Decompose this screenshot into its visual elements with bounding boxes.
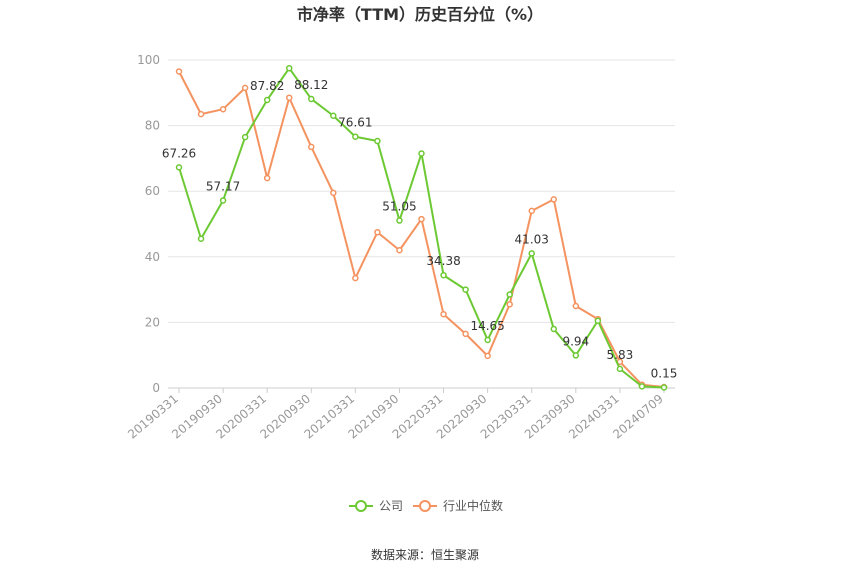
data-point-company[interactable]: [418, 150, 425, 157]
legend-marker-industry: [419, 500, 431, 512]
data-point-company[interactable]: [263, 96, 271, 104]
y-tick-label: 20: [145, 315, 160, 329]
y-tick-label: 100: [137, 53, 160, 67]
data-point-company[interactable]: [572, 352, 580, 359]
data-point-industry[interactable]: [285, 94, 293, 101]
data-label: 88.12: [294, 78, 328, 92]
data-point-company[interactable]: [550, 325, 558, 333]
data-point-company[interactable]: [462, 286, 469, 293]
data-point-company[interactable]: [352, 133, 359, 140]
data-point-company[interactable]: [506, 291, 513, 298]
series-layer: [175, 64, 668, 391]
data-point-company[interactable]: [175, 164, 183, 171]
data-point-industry[interactable]: [506, 301, 513, 308]
data-point-industry[interactable]: [374, 228, 381, 236]
data-point-industry[interactable]: [330, 189, 337, 197]
data-point-company[interactable]: [528, 250, 535, 257]
data-point-company[interactable]: [197, 235, 205, 243]
data-point-industry[interactable]: [308, 143, 315, 151]
data-point-industry[interactable]: [241, 84, 249, 92]
data-label: 57.17: [206, 179, 240, 193]
data-label: 76.61: [338, 116, 372, 130]
data-point-company[interactable]: [396, 217, 403, 224]
data-point-industry[interactable]: [175, 68, 183, 75]
data-label: 51.05: [382, 200, 416, 214]
data-point-company[interactable]: [638, 383, 646, 390]
data-label: 5.83: [607, 348, 634, 362]
data-point-company[interactable]: [594, 317, 602, 325]
data-labels: 67.26 57.17 87.82 88.12 76.61 51.05 34.38 14.65…: [162, 78, 678, 381]
data-point-company[interactable]: [616, 365, 624, 373]
data-label: 0.15: [651, 367, 678, 381]
data-label: 41.03: [515, 232, 549, 246]
data-point-industry[interactable]: [352, 274, 359, 282]
data-point-industry[interactable]: [572, 302, 580, 310]
data-label: 9.94: [562, 334, 589, 348]
source-note: 数据来源：恒生聚源: [371, 547, 479, 562]
grid-lines: [168, 59, 675, 389]
y-tick-label: 80: [145, 119, 160, 133]
data-point-industry[interactable]: [440, 310, 447, 318]
data-point-industry[interactable]: [197, 110, 205, 118]
data-point-company[interactable]: [660, 384, 668, 391]
data-point-industry[interactable]: [462, 330, 469, 338]
data-point-industry[interactable]: [263, 174, 271, 182]
legend-item-industry[interactable]: 行业中位数: [413, 498, 503, 513]
data-point-company[interactable]: [308, 95, 315, 103]
data-label: 87.82: [250, 79, 284, 93]
data-point-industry[interactable]: [550, 196, 558, 203]
data-point-company[interactable]: [241, 133, 249, 141]
data-point-company[interactable]: [484, 336, 491, 344]
data-point-industry[interactable]: [418, 215, 425, 223]
y-tick-label: 60: [145, 184, 160, 198]
data-point-company[interactable]: [440, 271, 447, 279]
legend-label-company: 公司: [379, 499, 403, 513]
data-point-company[interactable]: [285, 64, 293, 72]
data-point-industry[interactable]: [484, 352, 491, 360]
data-label: 67.26: [162, 146, 196, 160]
data-label: 14.65: [470, 319, 504, 333]
data-point-industry[interactable]: [219, 105, 227, 113]
data-point-company[interactable]: [374, 137, 381, 145]
y-axis: 0 20 40 60 80 100: [137, 53, 160, 395]
y-tick-label: 0: [152, 381, 160, 395]
chart-title: 市净率（TTM）历史百分位（%）: [297, 5, 543, 24]
legend-label-industry: 行业中位数: [443, 498, 503, 513]
y-tick-label: 40: [145, 250, 160, 264]
x-axis: 2019033120190930202003312020093020210331…: [125, 388, 666, 442]
data-point-company[interactable]: [330, 112, 337, 120]
legend: 公司 行业中位数: [349, 498, 503, 513]
series-line-industry: [178, 71, 665, 389]
legend-item-company[interactable]: 公司: [349, 499, 403, 513]
data-point-company[interactable]: [219, 197, 227, 204]
data-point-industry[interactable]: [396, 246, 403, 254]
legend-marker-company: [355, 500, 367, 512]
data-point-industry[interactable]: [528, 207, 535, 215]
data-label: 34.38: [426, 254, 460, 268]
